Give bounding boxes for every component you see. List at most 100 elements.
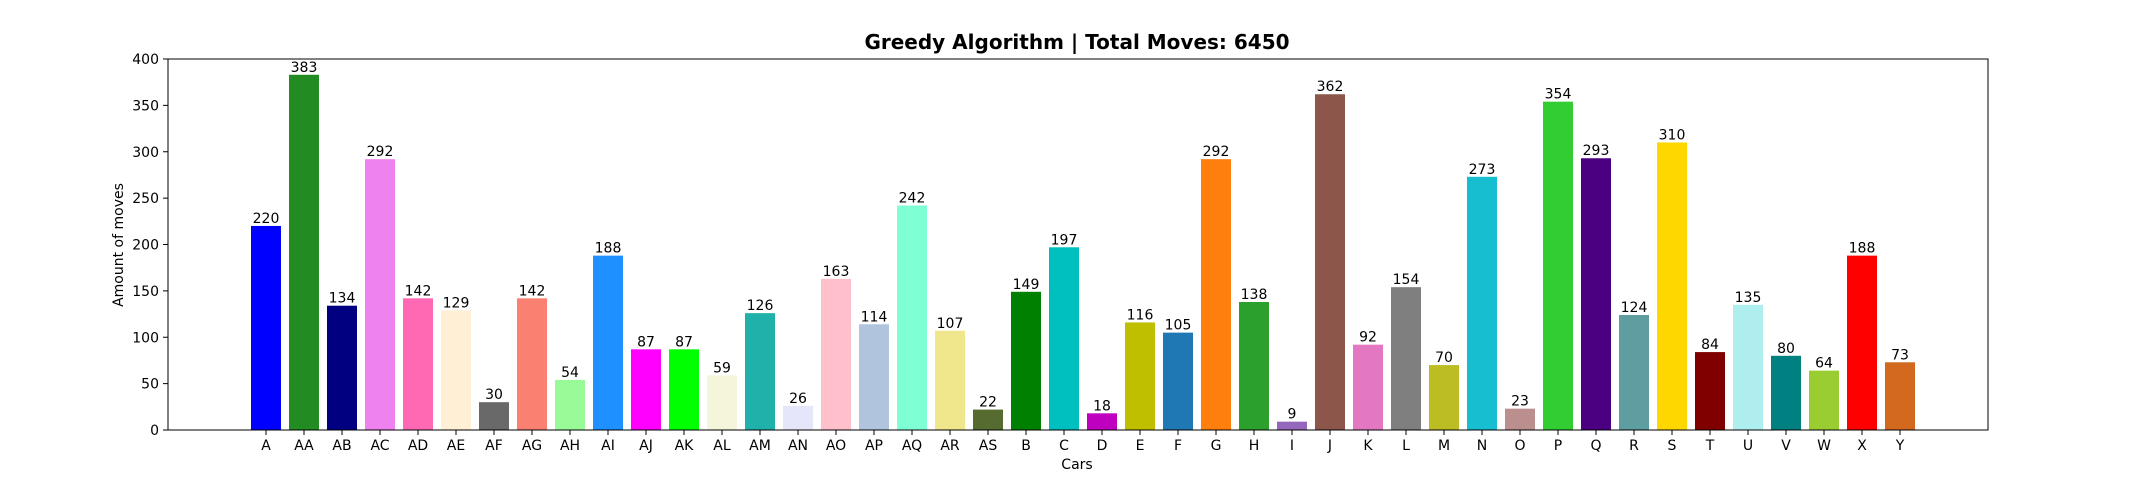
bar-value-d: 18 [1093,398,1111,414]
x-tick-label: AB [332,438,351,454]
x-tick-label: AN [788,438,808,454]
x-tick-label: X [1857,438,1867,454]
bar-s [1657,142,1687,430]
bar-x [1847,255,1877,430]
x-tick-label: AC [370,438,389,454]
bar-o [1505,408,1535,430]
x-tick-label: AK [675,438,695,454]
bar-ak [669,349,699,430]
bars [251,74,1915,431]
x-tick-label: AH [560,438,580,454]
bar-f [1163,332,1193,430]
bar-n [1467,176,1497,430]
bar-value-ag: 142 [519,283,546,299]
bar-value-ap: 114 [861,309,888,325]
x-tick-label: E [1136,438,1145,454]
x-tick-label: C [1059,438,1069,454]
x-tick-label: R [1629,438,1639,454]
chart-title: Greedy Algorithm | Total Moves: 6450 [864,30,1289,54]
x-tick-label: J [1327,438,1332,454]
bar-value-ac: 292 [367,144,394,160]
bar-value-b: 149 [1013,277,1040,293]
y-axis-label: Amount of moves [111,183,127,307]
x-tick-label: AO [826,438,846,454]
bar-value-ar: 107 [937,316,964,332]
x-tick-label: K [1363,438,1373,454]
bar-value-f: 105 [1165,318,1192,334]
x-tick-label: F [1174,438,1182,454]
x-tick-label: AR [940,438,960,454]
bar-an [783,405,813,430]
bar-aq [897,205,927,430]
y-tick-label: 50 [141,377,159,393]
bar-aj [631,349,661,430]
y-axis: 0 50 100 150 200 250 300 350 400 [132,52,168,439]
y-tick-label: 250 [132,191,159,207]
bar-h [1239,302,1269,430]
bar-value-w: 64 [1815,356,1833,372]
bar-w [1809,370,1839,430]
x-tick-label: M [1438,438,1450,454]
x-tick-label: AS [979,438,998,454]
y-tick-label: 300 [132,145,159,161]
bar-v [1771,355,1801,430]
bar-t [1695,352,1725,430]
bar-ad [403,298,433,430]
x-tick-label: AL [713,438,731,454]
bar-value-o: 23 [1511,394,1529,410]
x-axis-label: Cars [1061,457,1092,473]
bar-value-ah: 54 [561,365,579,381]
x-tick-label: AE [447,438,465,454]
x-tick-label: B [1021,438,1031,454]
x-tick-label: D [1097,438,1108,454]
bar-value-l: 154 [1393,272,1420,288]
bar-i [1277,421,1307,430]
x-tick-label: AP [865,438,883,454]
x-tick-label: G [1211,438,1222,454]
bar-value-u: 135 [1735,290,1762,306]
bar-value-t: 84 [1701,337,1719,353]
bar-value-labels: 220 383 134 292 142 129 30 142 54 188 87 87 59 126 26 1… [253,60,1909,423]
bar-ac [365,159,395,431]
bar-q [1581,158,1611,430]
x-tick-label: T [1705,438,1715,454]
bar-value-ak: 87 [675,334,693,350]
x-tick-label: H [1249,438,1260,454]
bar-value-aj: 87 [637,334,655,350]
bar-value-al: 59 [713,360,731,376]
x-tick-label: AI [601,438,615,454]
bar-value-q: 293 [1583,143,1610,159]
x-tick-label: AA [294,438,314,454]
bar-j [1315,94,1345,431]
x-tick-label: A [261,438,271,454]
bar-value-s: 310 [1659,127,1686,143]
bar-ao [821,278,851,430]
bar-value-ai: 188 [595,241,622,257]
bar-value-aa: 383 [291,60,318,76]
bar-value-k: 92 [1359,330,1377,346]
y-tick-label: 350 [132,98,159,114]
bar-m [1429,365,1459,430]
x-axis: A AA AB AC AD AE AF AG AH AI AJ AK AL AM AN AO AP AQ AR AS B… [261,430,1905,454]
y-tick-label: 0 [150,423,159,439]
bar-ai [593,255,623,430]
bar-as [973,409,1003,430]
bar-ae [441,310,471,430]
x-tick-label: AJ [639,438,653,454]
x-tick-label: N [1477,438,1487,454]
bar-ap [859,324,889,430]
bar-value-h: 138 [1241,287,1268,303]
plot-frame [167,58,1989,431]
bar-b [1011,291,1041,430]
bar-value-i: 9 [1288,407,1297,423]
x-tick-label: AM [749,438,771,454]
bar-value-as: 22 [979,395,997,411]
x-tick-label: U [1743,438,1753,454]
bar-value-v: 80 [1777,341,1795,357]
bar-value-ao: 163 [823,264,850,280]
bar-value-ae: 129 [443,295,470,311]
bar-value-j: 362 [1317,79,1344,95]
bar-ah [555,379,585,430]
bar-value-an: 26 [789,391,807,407]
